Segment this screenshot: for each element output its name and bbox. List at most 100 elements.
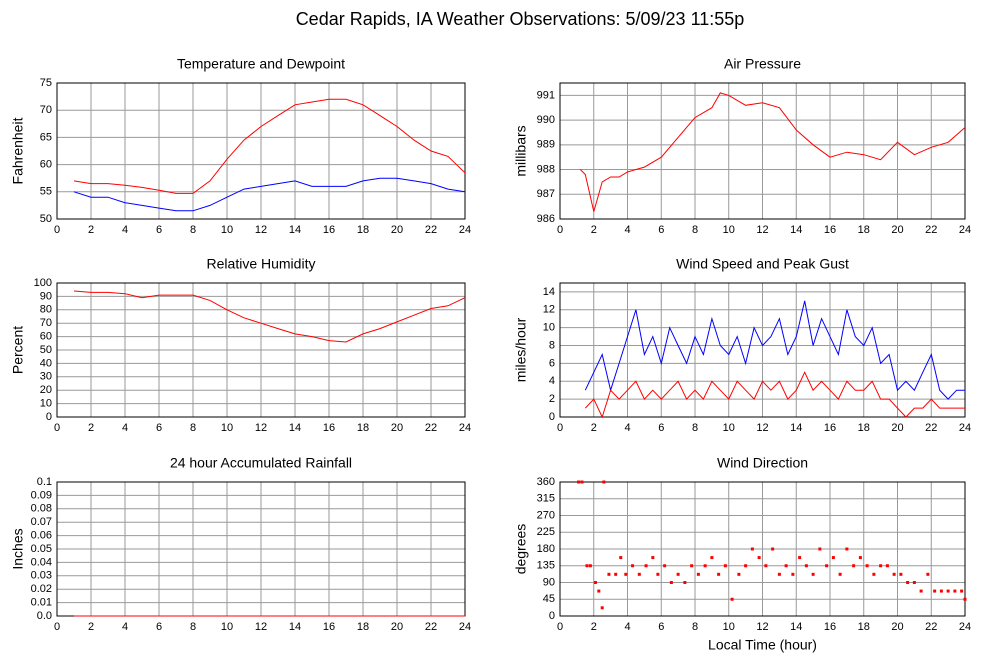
data-point <box>710 556 714 560</box>
x-tick-label: 12 <box>756 621 768 633</box>
x-tick-label: 22 <box>925 422 937 434</box>
data-point <box>690 564 694 568</box>
y-tick-label: 8 <box>549 339 555 351</box>
y-tick-label: 135 <box>537 560 555 572</box>
data-point <box>577 480 581 484</box>
x-tick-label: 4 <box>624 422 630 434</box>
data-point <box>580 480 584 484</box>
data-point <box>637 572 641 576</box>
data-point <box>644 564 648 568</box>
x-tick-label: 16 <box>824 621 836 633</box>
data-point <box>858 556 862 560</box>
x-tick-label: 6 <box>156 224 162 236</box>
data-point <box>730 597 734 601</box>
y-tick-label: 50 <box>40 213 52 225</box>
y-tick-label: 0.09 <box>31 489 52 501</box>
data-point <box>696 572 700 576</box>
y-tick-label: 180 <box>537 543 555 555</box>
data-point <box>607 572 611 576</box>
plot-frame <box>56 82 466 220</box>
y-tick-label: 30 <box>40 371 52 383</box>
page-title: Cedar Rapids, IA Weather Observations: 5… <box>296 9 745 29</box>
y-tick-label: 988 <box>537 163 555 175</box>
chart-title: 24 hour Accumulated Rainfall <box>170 455 352 471</box>
x-tick-label: 18 <box>357 224 369 236</box>
x-tick-label: 12 <box>756 422 768 434</box>
x-tick-label: 24 <box>959 422 971 434</box>
x-tick-label: 18 <box>858 224 870 236</box>
x-tick-label: 0 <box>557 621 563 633</box>
x-tick-label: 22 <box>925 224 937 236</box>
x-tick-label: 0 <box>54 224 60 236</box>
x-tick-label: 0 <box>557 224 563 236</box>
data-point <box>825 564 829 568</box>
x-tick-label: 18 <box>357 422 369 434</box>
y-tick-label: 991 <box>537 89 555 101</box>
y-tick-label: 70 <box>40 317 52 329</box>
data-point <box>669 581 673 584</box>
data-point <box>593 581 597 584</box>
x-tick-label: 6 <box>658 422 664 434</box>
x-tick-label: 2 <box>591 422 597 434</box>
y-tick-label: 987 <box>537 188 555 200</box>
data-point <box>899 572 903 576</box>
x-tick-label: 14 <box>289 621 301 633</box>
data-point <box>879 564 883 568</box>
data-point <box>845 547 849 551</box>
x-tick-label: 16 <box>323 422 335 434</box>
x-tick-label: 18 <box>357 621 369 633</box>
x-tick-label: 18 <box>858 621 870 633</box>
y-tick-label: 75 <box>40 77 52 89</box>
data-point <box>784 564 788 568</box>
y-tick-label: 989 <box>537 139 555 151</box>
x-tick-label: 14 <box>289 422 301 434</box>
x-tick-label: 10 <box>723 422 735 434</box>
data-point <box>939 589 943 593</box>
x-tick-label: 2 <box>591 621 597 633</box>
x-tick-label: 20 <box>891 224 903 236</box>
data-point <box>585 564 589 568</box>
data-point <box>838 572 842 576</box>
data-point <box>906 581 910 584</box>
x-tick-label: 8 <box>692 422 698 434</box>
x-tick-label: 0 <box>54 422 60 434</box>
data-line <box>73 98 466 194</box>
x-tick-label: 20 <box>891 422 903 434</box>
x-tick-label: 2 <box>591 224 597 236</box>
data-line <box>579 92 966 212</box>
y-tick-label: 4 <box>549 375 555 387</box>
y-tick-label: 2 <box>549 393 555 405</box>
x-tick-label: 22 <box>425 422 437 434</box>
y-tick-label: 100 <box>34 277 52 289</box>
data-line <box>584 371 965 419</box>
y-tick-label: 14 <box>543 286 555 298</box>
y-tick-label: 90 <box>40 290 52 302</box>
x-tick-label: 12 <box>255 422 267 434</box>
y-tick-label: 0.03 <box>31 570 52 582</box>
y-tick-label: 10 <box>543 322 555 334</box>
x-tick-label: 12 <box>756 224 768 236</box>
x-tick-label: 20 <box>891 621 903 633</box>
data-point <box>597 589 601 593</box>
chart-title: Air Pressure <box>724 56 801 72</box>
y-tick-label: 80 <box>40 304 52 316</box>
data-point <box>737 572 741 576</box>
y-tick-label: 60 <box>40 159 52 171</box>
x-tick-label: 16 <box>824 224 836 236</box>
y-tick-label: 315 <box>537 493 555 505</box>
x-tick-label: 22 <box>425 224 437 236</box>
data-point <box>865 564 869 568</box>
x-tick-label: 24 <box>959 224 971 236</box>
y-tick-label: 0 <box>549 610 555 622</box>
data-point <box>818 547 822 551</box>
x-tick-label: 24 <box>459 621 471 633</box>
data-point <box>798 556 802 560</box>
x-tick-label: 24 <box>959 621 971 633</box>
data-point <box>750 547 754 551</box>
y-axis-label: Inches <box>10 528 26 569</box>
x-tick-label: 6 <box>658 621 664 633</box>
chart-title: Relative Humidity <box>207 256 316 272</box>
x-tick-label: 24 <box>459 224 471 236</box>
